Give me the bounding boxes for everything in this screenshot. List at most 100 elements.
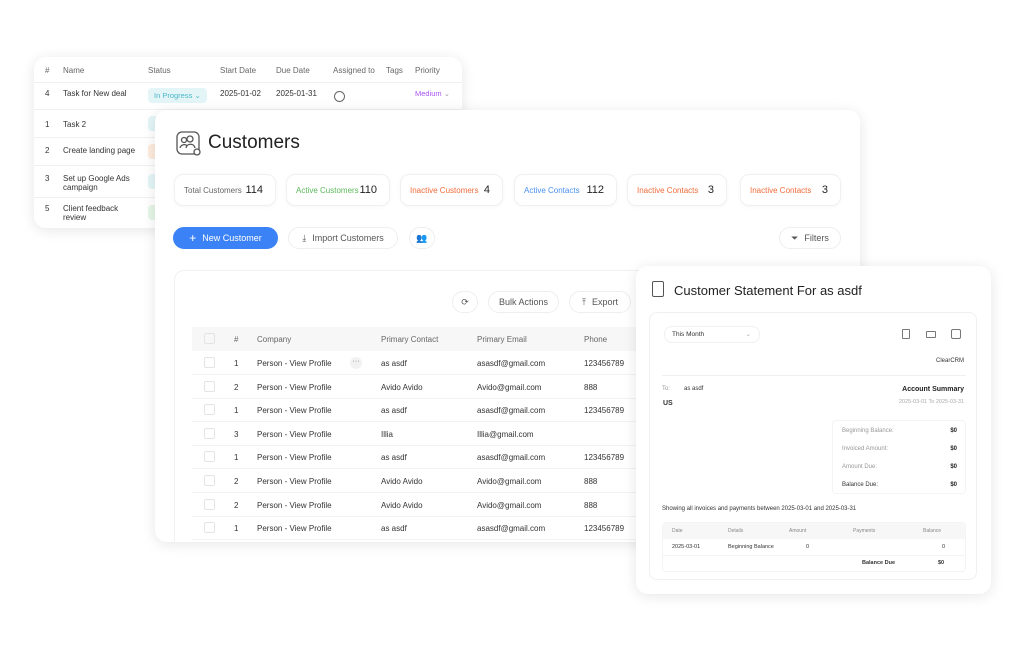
row-amount: 0 xyxy=(806,544,810,550)
stat-label: Inactive Customers xyxy=(410,185,479,195)
task-name: Client feedback review xyxy=(63,204,119,222)
row-checkbox[interactable] xyxy=(204,380,215,392)
user-icon[interactable] xyxy=(334,91,345,102)
primary-contact: Illia xyxy=(381,429,394,439)
filters-button[interactable]: ⏷ Filters xyxy=(779,227,841,249)
company-link[interactable]: Person - View Profile xyxy=(257,429,332,439)
company-link[interactable]: Person - View Profile xyxy=(257,453,332,463)
company-link[interactable]: Person - View Profile xyxy=(257,406,332,416)
priority-dropdown[interactable]: Medium ⌄ xyxy=(415,89,451,98)
task-name: Create landing page xyxy=(63,146,136,155)
phone: 888 xyxy=(584,477,598,486)
row-checkbox[interactable] xyxy=(204,498,215,510)
stat-total-customers[interactable]: Total Customers 114 xyxy=(174,174,276,206)
import-customers-button[interactable]: ⤓ Import Customers xyxy=(288,227,398,249)
primary-email: asasdf@gmail.com xyxy=(477,406,546,416)
refresh-icon: ⟳ xyxy=(461,296,469,307)
col-assigned: Assigned to xyxy=(333,66,375,75)
row-num: 3 xyxy=(234,429,239,439)
summary-range: 2025-03-01 To 2025-03-31 xyxy=(898,399,964,405)
company-link[interactable]: Person - View Profile xyxy=(257,477,332,486)
stat-inactive-customers[interactable]: Inactive Customers 4 xyxy=(400,174,503,206)
filters-label: Filters xyxy=(804,233,829,243)
summary-box: Beginning Balance: $0 Invoiced Amount: $0 … xyxy=(832,420,966,494)
share-icon[interactable] xyxy=(951,329,961,339)
row-date: 2025-03-01 xyxy=(672,544,701,550)
mail-icon[interactable] xyxy=(926,331,936,338)
more-icon[interactable]: ··· xyxy=(350,357,362,369)
row-checkbox[interactable] xyxy=(204,357,215,368)
pdf-icon[interactable] xyxy=(902,329,910,339)
stat-active-contacts[interactable]: Active Contacts 112 xyxy=(514,174,617,206)
primary-contact: Avido Avido xyxy=(381,382,423,392)
col-date: Date xyxy=(672,528,683,534)
stat-label: Active Customers xyxy=(296,185,359,195)
primary-contact: as asdf xyxy=(381,359,407,368)
new-customer-button[interactable]: + New Customer xyxy=(173,227,278,249)
table-row[interactable]: 2 Person - View Profile Avido Avido Avido@g… xyxy=(192,469,652,493)
primary-email: asasdf@gmail.com xyxy=(477,359,546,368)
col-phone: Phone xyxy=(584,335,608,344)
task-row[interactable]: 4 Task for New deal In Progress ⌄ 2025-0… xyxy=(34,83,462,110)
phone: 123456789 xyxy=(584,406,625,416)
stat-inactive-contacts-2[interactable]: Inactive Contacts 3 xyxy=(740,174,841,206)
row-balance: 0 xyxy=(942,544,946,550)
table-row[interactable]: 2 Person - View Profile Avido Avido Avido@g… xyxy=(192,493,652,517)
col-email: Primary Email xyxy=(477,335,527,344)
row-checkbox[interactable] xyxy=(204,451,215,463)
select-all-checkbox[interactable] xyxy=(204,333,215,344)
summary-value: $0 xyxy=(950,464,957,470)
table-row[interactable]: 1 Person - View Profile as asdf asasdf@gmai… xyxy=(192,351,652,375)
summary-value: $0 xyxy=(950,482,957,488)
col-num: # xyxy=(45,66,50,75)
stat-inactive-contacts[interactable]: Inactive Contacts 3 xyxy=(627,174,727,206)
bulk-actions-label: Bulk Actions xyxy=(498,297,549,307)
export-button[interactable]: ⤒ Export xyxy=(569,291,631,313)
stat-label: Total Customers xyxy=(184,185,242,195)
company-link[interactable]: Person - View Profile xyxy=(257,382,332,392)
table-row[interactable]: 3 Person - View Profile Illia Illia@gmail.c… xyxy=(192,422,652,446)
row-checkbox[interactable] xyxy=(204,427,215,439)
period-select[interactable]: This Month ⌄ xyxy=(664,326,760,343)
table-row[interactable]: 1 Person - View Profile as asdf asasdf@gmai… xyxy=(192,398,652,423)
row-num: 1 xyxy=(234,453,239,463)
stat-value: 3 xyxy=(707,184,714,196)
summary-value: $0 xyxy=(950,446,957,452)
country: US xyxy=(663,400,673,407)
primary-email: asasdf@gmail.com xyxy=(477,524,546,534)
row-checkbox[interactable] xyxy=(204,475,215,486)
col-priority: Priority xyxy=(415,66,440,75)
company-link[interactable]: Person - View Profile xyxy=(257,524,332,534)
document-icon xyxy=(652,281,664,297)
table-row[interactable]: 1 Person - View Profile as asdf asasdf@gmai… xyxy=(192,516,652,541)
plus-icon: + xyxy=(189,231,197,245)
table-row[interactable]: 1 Person - View Profile as asdf asasdf@gmai… xyxy=(192,445,652,470)
to-name: as asdf xyxy=(684,386,704,392)
phone: 123456789 xyxy=(584,359,625,368)
col-balance: Balance xyxy=(923,528,942,534)
download-icon: ⤓ xyxy=(302,232,307,243)
import-label: Import Customers xyxy=(312,233,384,243)
company-name: ClearCRM xyxy=(935,358,964,364)
statement-table: Date Details Amount Payments Balance 202… xyxy=(662,522,966,572)
filter-icon: ⏷ xyxy=(791,232,799,243)
row-num: 2 xyxy=(234,500,239,510)
stat-active-customers[interactable]: Active Customers 110 xyxy=(286,174,390,206)
refresh-button[interactable]: ⟳ xyxy=(452,291,478,313)
row-checkbox[interactable] xyxy=(204,522,215,534)
task-num: 3 xyxy=(45,174,50,183)
bulk-actions-button[interactable]: Bulk Actions xyxy=(488,291,559,313)
summary-label: Balance Due: xyxy=(842,482,879,488)
row-checkbox[interactable] xyxy=(204,404,215,416)
period-label: This Month xyxy=(672,331,705,338)
table-row[interactable]: 2 Person - View Profile Avido Avido Avido@g… xyxy=(192,375,652,399)
status-dropdown[interactable]: In Progress ⌄ xyxy=(148,88,207,103)
primary-contact: Avido Avido xyxy=(381,477,423,486)
col-amount: Amount xyxy=(789,528,807,534)
statement-body: This Month ⌄ ClearCRM To: as asdf US Acco… xyxy=(649,312,977,580)
company-link[interactable]: Person - View Profile xyxy=(257,359,332,368)
groups-button[interactable]: 👥 xyxy=(409,227,435,249)
company-link[interactable]: Person - View Profile xyxy=(257,500,332,510)
task-num: 2 xyxy=(45,146,50,155)
stat-value: 114 xyxy=(245,184,263,196)
